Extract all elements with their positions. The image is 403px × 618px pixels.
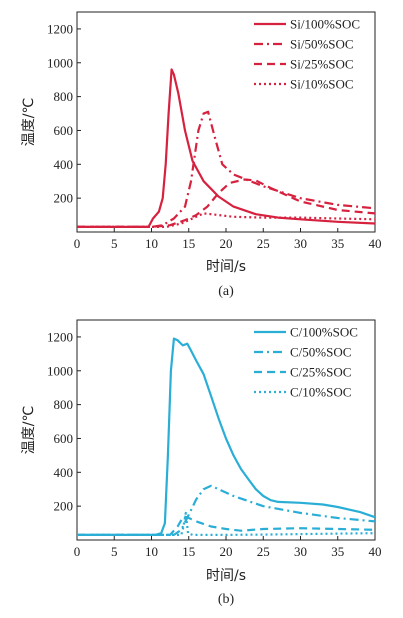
x-axis-label: 时间/s — [206, 259, 246, 275]
legend-label: C/25%SOC — [290, 365, 351, 380]
x-tick-label: 0 — [74, 236, 81, 251]
y-tick-label: 1200 — [47, 329, 73, 344]
panel-label: (b) — [218, 592, 235, 607]
x-tick-label: 35 — [331, 544, 344, 559]
x-tick-label: 35 — [331, 236, 344, 251]
x-tick-label: 10 — [145, 236, 158, 251]
y-tick-label: 600 — [54, 431, 74, 446]
series-line-c-10-soc — [77, 511, 375, 536]
x-tick-label: 20 — [220, 236, 233, 251]
x-tick-label: 40 — [369, 236, 382, 251]
series-line-si-10-soc — [77, 212, 375, 228]
legend-label: Si/50%SOC — [290, 37, 354, 52]
legend-label: Si/100%SOC — [290, 17, 360, 32]
x-tick-label: 15 — [182, 236, 195, 251]
x-axis-label: 时间/s — [206, 568, 246, 584]
legend-label: C/10%SOC — [290, 385, 351, 400]
legend: Si/100%SOC Si/50%SOC Si/25%SOC Si/10%SOC — [254, 17, 360, 92]
y-tick-label: 200 — [54, 499, 74, 514]
x-tick-label: 15 — [182, 544, 195, 559]
x-tick-label: 40 — [369, 544, 382, 559]
x-tick-label: 25 — [257, 544, 270, 559]
x-tick-label: 5 — [111, 236, 118, 251]
x-tick-label: 25 — [257, 236, 270, 251]
y-tick-label: 400 — [54, 465, 74, 480]
chart-panel-b: 0 5 10 15 20 25 30 35 40 200 400 600 800 1000 1200 时间/s… — [21, 319, 382, 607]
x-tick-label: 30 — [294, 544, 307, 559]
y-tick-label: 400 — [54, 157, 74, 172]
x-tick-label: 10 — [145, 544, 158, 559]
y-tick-label: 1000 — [47, 55, 73, 70]
y-tick-label: 800 — [54, 89, 74, 104]
x-tick-label: 20 — [220, 544, 233, 559]
legend-label: C/100%SOC — [290, 325, 358, 340]
chart-panel-a: 0 5 10 15 20 25 30 35 40 200 400 600 800 1000 1200 时间/s… — [21, 11, 382, 299]
legend: C/100%SOC C/50%SOC C/25%SOC C/10%SOC — [254, 325, 358, 400]
series-line-c-50-soc — [77, 484, 375, 536]
series-line-si-50-soc — [77, 110, 375, 228]
y-axis-label: 温度/℃ — [21, 98, 37, 146]
y-tick-label: 1000 — [47, 363, 73, 378]
x-tick-label: 30 — [294, 236, 307, 251]
y-axis-label: 温度/℃ — [21, 406, 37, 454]
series-line-c-100-soc — [77, 337, 375, 536]
y-tick-label: 800 — [54, 397, 74, 412]
y-tick-label: 200 — [54, 191, 74, 206]
y-tick-label: 600 — [54, 123, 74, 138]
x-tick-label: 5 — [111, 544, 118, 559]
y-tick-label: 1200 — [47, 21, 73, 36]
series-line-c-25-soc — [77, 515, 375, 536]
legend-label: C/50%SOC — [290, 345, 351, 360]
x-tick-label: 0 — [74, 544, 81, 559]
legend-label: Si/10%SOC — [290, 77, 354, 92]
panel-label: (a) — [218, 284, 234, 299]
legend-label: Si/25%SOC — [290, 57, 354, 72]
